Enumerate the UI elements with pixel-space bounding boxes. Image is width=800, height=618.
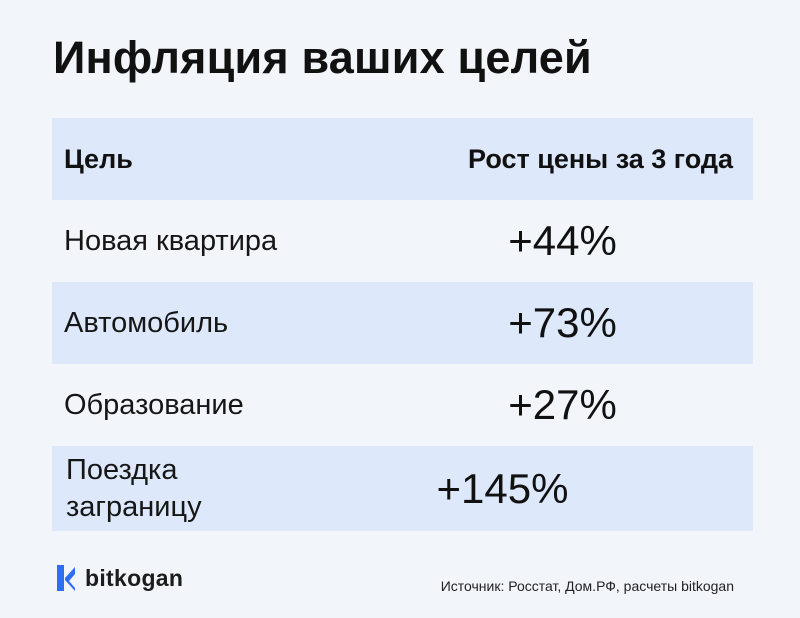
brand-name: bitkogan bbox=[85, 565, 184, 591]
bitkogan-logo-icon bbox=[57, 565, 75, 591]
table-header-row: Цель Рост цены за 3 года bbox=[52, 118, 753, 200]
growth-cell: +145% bbox=[436, 464, 569, 512]
goal-cell: Новая квартира bbox=[64, 225, 278, 257]
table-row: Автомобиль +73% bbox=[52, 282, 753, 364]
page-title: Инфляция ваших целей bbox=[53, 32, 592, 83]
goal-column-header: Цель bbox=[64, 143, 133, 174]
goal-cell: Поездка заграницу bbox=[66, 453, 202, 523]
source-note: Источник: Росстат, Дом.РФ, расчеты bitko… bbox=[440, 578, 734, 594]
growth-cell: +27% bbox=[508, 381, 617, 428]
goal-cell: Автомобиль bbox=[64, 307, 229, 339]
growth-column-header: Рост цены за 3 года bbox=[468, 143, 733, 174]
table-row: Поездка заграницу +145% bbox=[52, 446, 753, 531]
inflation-table: Цель Рост цены за 3 года Новая квартира … bbox=[52, 118, 753, 531]
goal-cell: Образование bbox=[64, 389, 244, 421]
table-row: Новая квартира +44% bbox=[52, 200, 753, 282]
growth-cell: +73% bbox=[508, 299, 617, 346]
table-row: Образование +27% bbox=[52, 364, 753, 446]
brand-logo: bitkogan bbox=[55, 563, 183, 593]
growth-cell: +44% bbox=[508, 217, 617, 264]
